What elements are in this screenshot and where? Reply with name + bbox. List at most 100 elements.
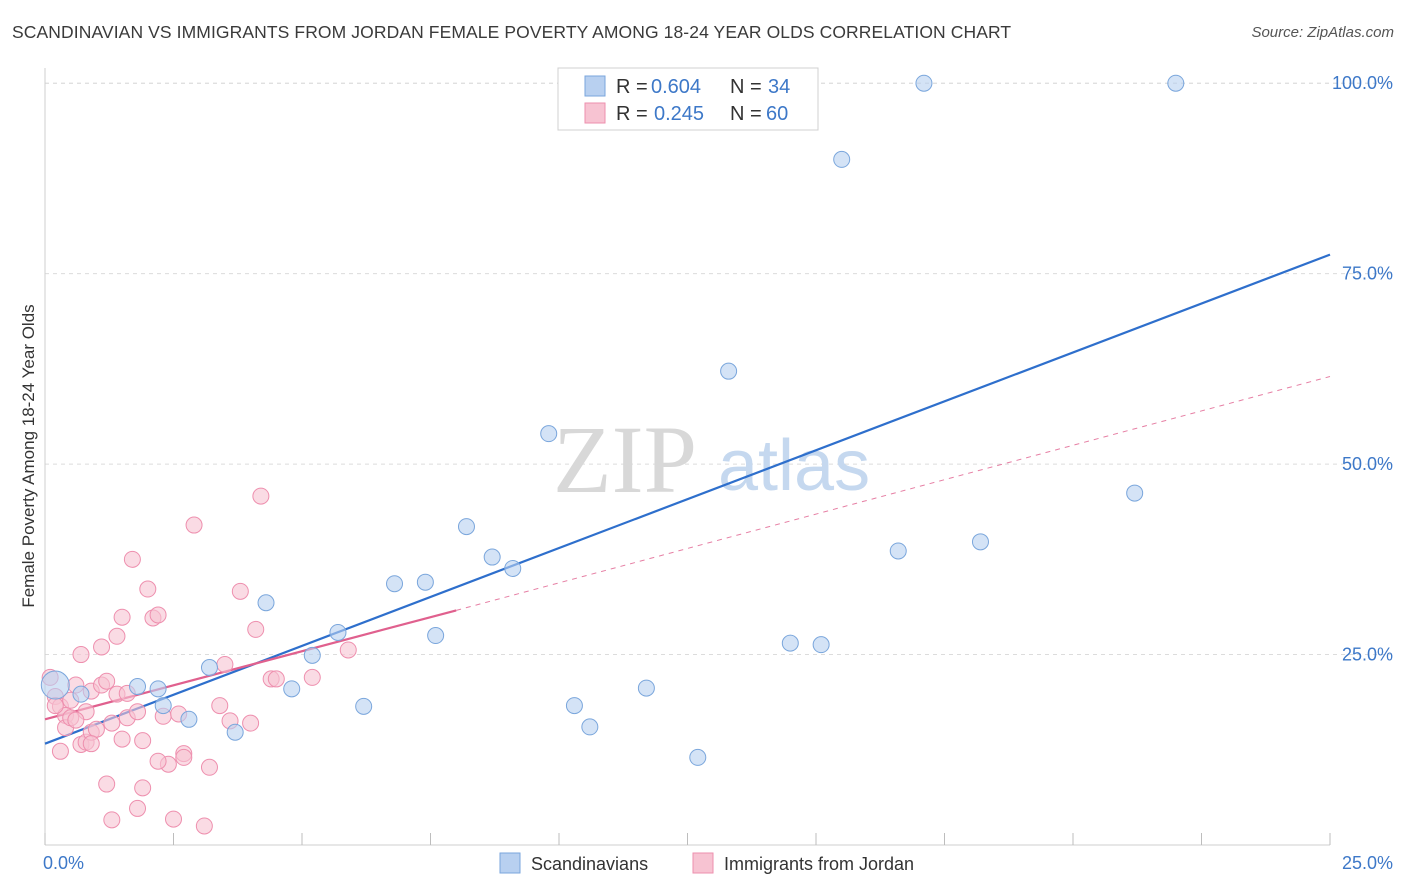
chart-title: SCANDINAVIAN VS IMMIGRANTS FROM JORDAN F…	[12, 22, 1012, 42]
point-jordan	[129, 703, 147, 721]
point-jordan	[149, 752, 167, 770]
legend-n-value-2: 60	[766, 103, 788, 125]
point-jordan	[113, 730, 131, 748]
y-tick-label: 75.0%	[1342, 264, 1393, 284]
point-scandinavians	[781, 634, 799, 652]
bottom-legend-swatch-scandinavians	[499, 852, 521, 874]
point-jordan	[72, 646, 90, 664]
legend-r-value-1: 0.604	[651, 76, 701, 98]
point-jordan	[134, 779, 152, 797]
point-jordan	[303, 668, 321, 686]
legend-n-label-2: N =	[730, 103, 762, 125]
legend-stats: R = 0.604 N = 34 R = 0.245 N = 60	[557, 67, 819, 131]
point-jordan	[339, 641, 357, 659]
point-jordan	[216, 655, 234, 673]
y-tick-label: 25.0%	[1342, 645, 1393, 665]
point-scandinavians	[303, 646, 321, 664]
watermark: ZIP atlas	[553, 406, 870, 513]
watermark-zip: ZIP	[553, 406, 697, 513]
point-jordan	[185, 516, 203, 534]
point-jordan	[134, 732, 152, 750]
point-scandinavians	[1126, 484, 1144, 502]
point-scandinavians	[257, 594, 275, 612]
point-scandinavians	[200, 659, 218, 677]
point-jordan	[200, 758, 218, 776]
point-scandinavians	[915, 74, 933, 92]
point-jordan	[103, 714, 121, 732]
point-jordan	[123, 550, 141, 568]
point-jordan	[252, 487, 270, 505]
point-jordan	[139, 580, 157, 598]
point-jordan	[98, 672, 116, 690]
point-jordan	[108, 627, 126, 645]
point-jordan	[129, 799, 147, 817]
point-scandinavians	[1167, 74, 1185, 92]
point-jordan	[113, 608, 131, 626]
point-scandinavians	[565, 697, 583, 715]
legend-r-label-1: R =	[616, 76, 648, 98]
point-jordan	[46, 697, 64, 715]
legend-swatch-scandinavians	[584, 75, 606, 97]
legend-n-label-1: N =	[730, 76, 762, 98]
point-scandinavians	[504, 559, 522, 577]
bottom-legend-label-scandinavians: Scandinavians	[531, 854, 648, 874]
point-jordan	[51, 742, 69, 760]
y-tick-label: 50.0%	[1342, 454, 1393, 474]
point-scandinavians	[329, 623, 347, 641]
data-points	[40, 74, 1185, 835]
point-scandinavians	[226, 723, 244, 741]
bottom-legend: Scandinavians Immigrants from Jordan	[499, 852, 914, 874]
point-jordan	[267, 670, 285, 688]
x-tick-label-max: 25.0%	[1342, 853, 1393, 873]
point-scandinavians	[180, 710, 198, 728]
point-scandinavians	[416, 573, 434, 591]
axes	[44, 68, 1331, 846]
point-scandinavians	[889, 542, 907, 560]
point-scandinavians	[689, 748, 707, 766]
point-jordan	[87, 720, 105, 738]
point-scandinavians	[971, 533, 989, 551]
point-scandinavians	[427, 627, 445, 645]
point-scandinavians	[72, 685, 90, 703]
point-scandinavians	[154, 697, 172, 715]
bottom-legend-label-jordan: Immigrants from Jordan	[724, 854, 914, 874]
point-scandinavians	[355, 697, 373, 715]
point-scandinavians	[540, 425, 558, 443]
y-axis-label: Female Poverty Among 18-24 Year Olds	[19, 304, 38, 607]
point-scandinavians	[483, 548, 501, 566]
point-jordan	[98, 775, 116, 793]
y-tick-label: 100.0%	[1332, 73, 1393, 93]
legend-r-label-2: R =	[616, 103, 648, 125]
point-scandinavians	[129, 678, 147, 696]
point-jordan	[67, 711, 85, 729]
point-scandinavians	[283, 680, 301, 698]
point-scandinavians	[833, 150, 851, 168]
x-tick-label-min: 0.0%	[43, 853, 84, 873]
point-scandinavians	[637, 679, 655, 697]
point-jordan	[82, 735, 100, 753]
point-scandinavians	[581, 718, 599, 736]
point-jordan	[175, 748, 193, 766]
point-jordan	[149, 606, 167, 624]
point-scandinavians	[149, 680, 167, 698]
point-jordan	[231, 582, 249, 600]
point-jordan	[93, 638, 111, 656]
legend-r-value-2: 0.245	[654, 103, 704, 125]
point-jordan	[242, 714, 260, 732]
point-scandinavians	[40, 670, 70, 700]
point-jordan	[247, 620, 265, 638]
point-jordan	[165, 810, 182, 828]
legend-n-value-1: 34	[768, 76, 790, 98]
legend-swatch-jordan	[584, 102, 606, 124]
trend-line-jordan-extension	[456, 376, 1331, 611]
point-jordan	[195, 817, 213, 835]
point-scandinavians	[386, 575, 404, 593]
source-credit: Source: ZipAtlas.com	[1251, 24, 1394, 41]
point-scandinavians	[457, 518, 475, 536]
point-scandinavians	[720, 362, 738, 380]
point-jordan	[103, 811, 121, 829]
point-scandinavians	[812, 636, 830, 654]
bottom-legend-swatch-jordan	[692, 852, 714, 874]
tick-labels: 25.0% 50.0% 75.0% 100.0% 0.0% 25.0%	[43, 73, 1393, 873]
